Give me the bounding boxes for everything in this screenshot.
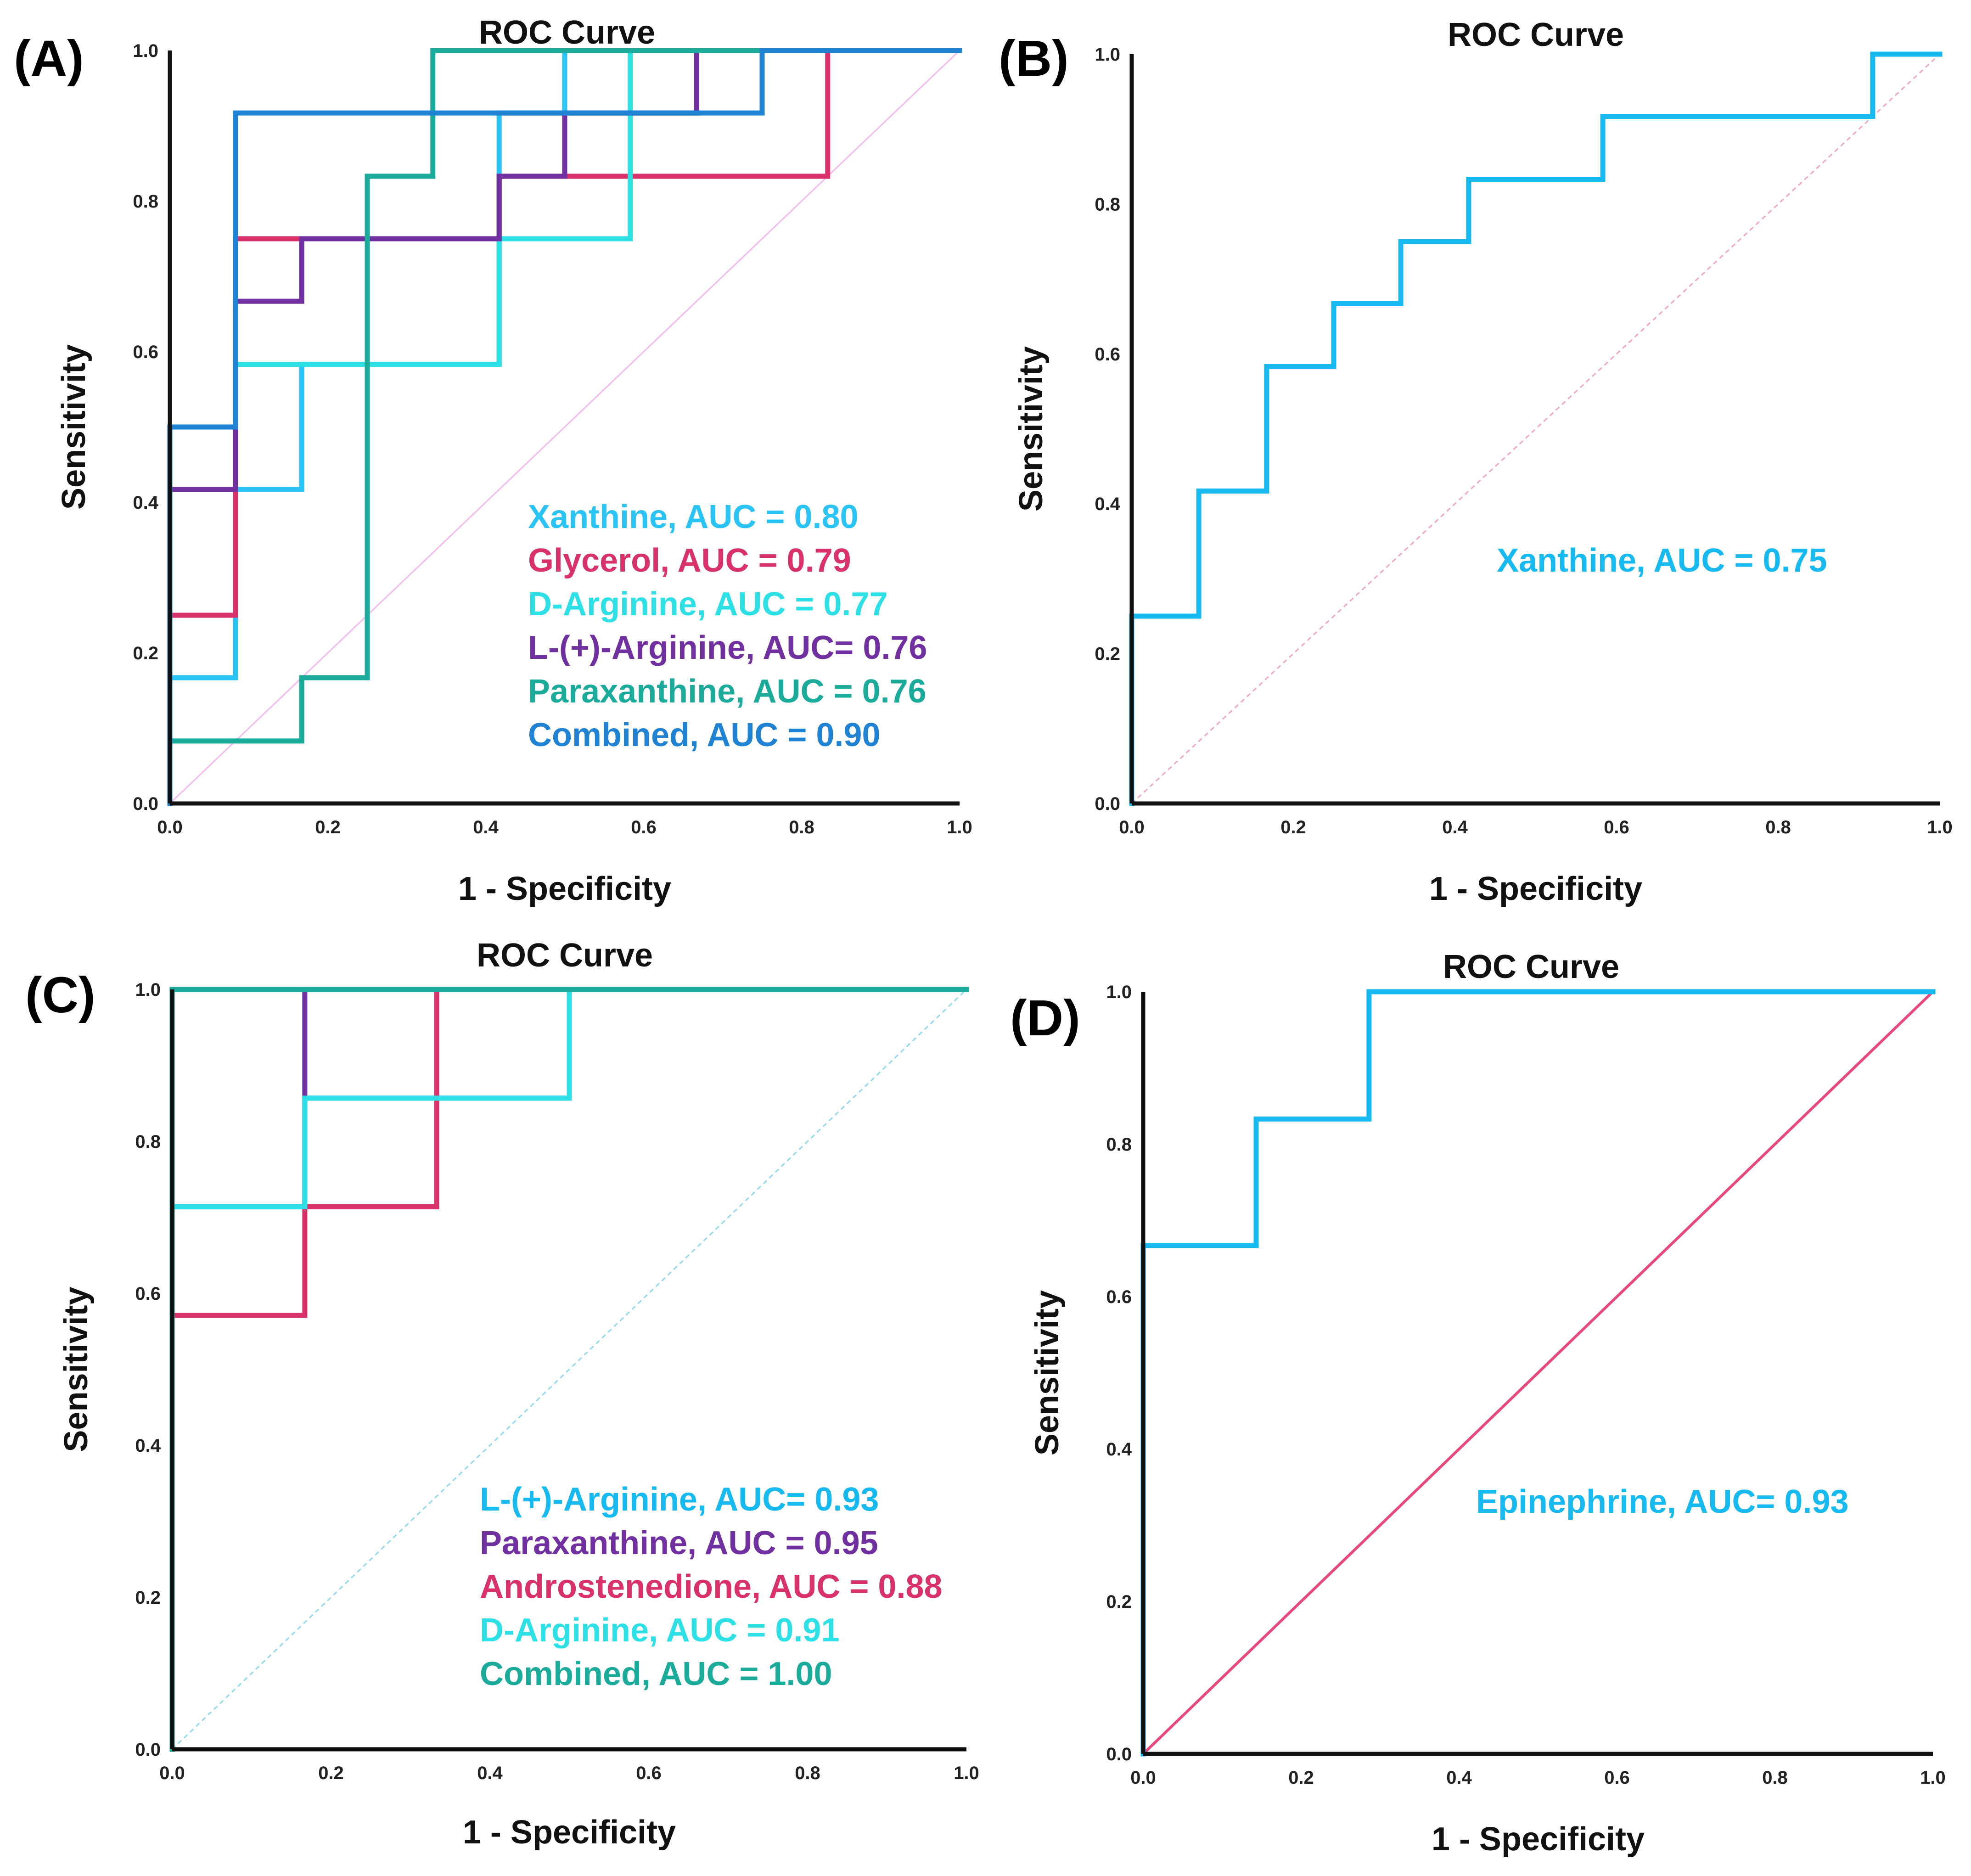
- legend-entry: Glycerol, AUC = 0.79: [528, 542, 851, 579]
- roc-curve-series-5: [167, 48, 962, 806]
- series-lines: [1129, 51, 1943, 806]
- legend: Xanthine, AUC = 0.80 Glycerol, AUC = 0.79…: [528, 499, 927, 753]
- x-axis-label: 1 - Specificity: [1432, 1821, 1645, 1858]
- reference-diagonal-line: [1142, 990, 1934, 1755]
- x-tick-label: 0.6: [631, 817, 657, 837]
- legend-entry: Combined, AUC = 0.90: [528, 717, 881, 753]
- y-tick-label: 0.0: [1095, 794, 1120, 814]
- y-axis-label: Sensitivity: [1013, 346, 1050, 511]
- roc-panel-4: (D) ROC Curve 0.0 0.2 0.4 0.6 0.8 1.0 0.0 0.2 0.4 0…: [1010, 949, 1946, 1858]
- y-tick-label: 0.6: [133, 342, 158, 362]
- x-tick-label: 0.0: [1119, 817, 1145, 837]
- x-tick-label: 0.2: [318, 1763, 344, 1783]
- roc-panel-2: (B) ROC Curve 0.0 0.2 0.4 0.6 0.8 1.0 0.0 0.2 0.4 0…: [999, 17, 1953, 907]
- y-tick-label: 0.2: [133, 643, 158, 663]
- y-axis-label: Sensitivity: [56, 344, 92, 510]
- legend-entry: Paraxanthine, AUC = 0.95: [480, 1525, 878, 1561]
- legend-entry: D-Arginine, AUC = 0.91: [480, 1612, 840, 1649]
- y-tick-label: 1.0: [1095, 45, 1120, 65]
- y-tick-label: 0.8: [135, 1132, 161, 1152]
- x-tick-label: 0.4: [1442, 817, 1468, 837]
- y-tick-label: 1.0: [1106, 982, 1132, 1002]
- legend-entry: Epinephrine, AUC= 0.93: [1476, 1483, 1849, 1520]
- x-tick-label: 0.4: [1446, 1768, 1472, 1788]
- y-tick-label: 0.8: [133, 191, 158, 212]
- legend-entry: Androstenedione, AUC = 0.88: [480, 1568, 943, 1605]
- x-tick-label: 0.2: [315, 817, 341, 837]
- panel-label: (D): [1010, 990, 1080, 1046]
- legend-entry: Xanthine, AUC = 0.80: [528, 499, 859, 535]
- y-tick-label: 0.6: [1095, 344, 1120, 365]
- x-tick-label: 0.8: [795, 1763, 820, 1783]
- x-tick-label: 0.6: [1604, 817, 1629, 837]
- y-tick-label: 0.8: [1095, 194, 1120, 214]
- legend: Epinephrine, AUC= 0.93: [1476, 1483, 1849, 1520]
- x-axis-label: 1 - Specificity: [463, 1814, 676, 1851]
- x-tick-label: 0.2: [1288, 1768, 1314, 1788]
- y-tick-label: 0.0: [1106, 1744, 1132, 1764]
- y-tick-label: 0.4: [1106, 1439, 1132, 1460]
- y-axis-label: Sensitivity: [1029, 1290, 1066, 1455]
- x-tick-label: 0.6: [1604, 1768, 1630, 1788]
- y-tick-label: 0.8: [1106, 1135, 1132, 1155]
- chart-title: ROC Curve: [1443, 949, 1619, 985]
- x-axis-label: 1 - Specificity: [1429, 871, 1642, 907]
- y-tick-label: 1.0: [133, 41, 158, 61]
- panel-label: (C): [25, 967, 95, 1023]
- y-tick-label: 0.6: [135, 1284, 161, 1304]
- x-tick-label: 0.8: [789, 817, 814, 837]
- reference-diagonal-line: [171, 989, 967, 1750]
- x-tick-label: 0.4: [477, 1763, 503, 1783]
- legend-entry: D-Arginine, AUC = 0.77: [528, 586, 888, 623]
- y-tick-label: 0.2: [1095, 644, 1120, 664]
- y-tick-label: 0.4: [133, 493, 158, 513]
- x-tick-label: 0.8: [1765, 817, 1791, 837]
- x-tick-label: 0.6: [636, 1763, 662, 1783]
- y-tick-label: 0.4: [1095, 494, 1120, 514]
- x-tick-label: 0.0: [157, 817, 183, 837]
- legend: Xanthine, AUC = 0.75: [1497, 542, 1827, 579]
- x-tick-label: 1.0: [1927, 817, 1953, 837]
- legend-entry: Combined, AUC = 1.00: [480, 1656, 832, 1692]
- y-tick-label: 0.0: [133, 794, 158, 814]
- x-tick-label: 1.0: [947, 817, 972, 837]
- chart-title: ROC Curve: [479, 14, 655, 51]
- x-tick-label: 0.0: [1130, 1768, 1156, 1788]
- x-tick-label: 0.4: [473, 817, 499, 837]
- y-axis-label: Sensitivity: [58, 1286, 95, 1452]
- y-tick-label: 1.0: [135, 980, 161, 1000]
- y-tick-label: 0.6: [1106, 1287, 1132, 1307]
- x-tick-label: 1.0: [1920, 1768, 1946, 1788]
- legend: L-(+)-Arginine, AUC= 0.93 Paraxanthine, A…: [480, 1481, 943, 1692]
- roc-panel-1: (A) ROC Curve 0.0 0.2 0.4 0.6 0.8 1.0 0.0 0.2 0.4 0…: [14, 14, 972, 907]
- legend-entry: L-(+)-Arginine, AUC= 0.76: [528, 629, 927, 666]
- legend-entry: L-(+)-Arginine, AUC= 0.93: [480, 1481, 879, 1518]
- chart-title: ROC Curve: [477, 937, 653, 974]
- y-tick-label: 0.0: [135, 1740, 161, 1760]
- x-tick-label: 0.8: [1762, 1768, 1788, 1788]
- y-tick-label: 0.2: [135, 1588, 161, 1608]
- y-tick-label: 0.4: [135, 1436, 161, 1456]
- x-tick-label: 1.0: [954, 1763, 979, 1783]
- panel-label: (B): [999, 30, 1069, 87]
- x-tick-label: 0.0: [159, 1763, 185, 1783]
- y-tick-label: 0.2: [1106, 1592, 1132, 1612]
- reference-diagonal-line: [1131, 53, 1941, 804]
- x-tick-label: 0.2: [1280, 817, 1306, 837]
- roc-curve-series-1: [1129, 51, 1943, 806]
- roc-panel-3: (C) ROC Curve 0.0 0.2 0.4 0.6 0.8 1.0 0.0 0.2 0.4 0…: [25, 937, 979, 1851]
- x-axis-label: 1 - Specificity: [458, 871, 671, 907]
- chart-title: ROC Curve: [1448, 17, 1624, 53]
- panel-label: (A): [14, 30, 84, 87]
- legend-entry: Xanthine, AUC = 0.75: [1497, 542, 1827, 579]
- legend-entry: Paraxanthine, AUC = 0.76: [528, 673, 927, 710]
